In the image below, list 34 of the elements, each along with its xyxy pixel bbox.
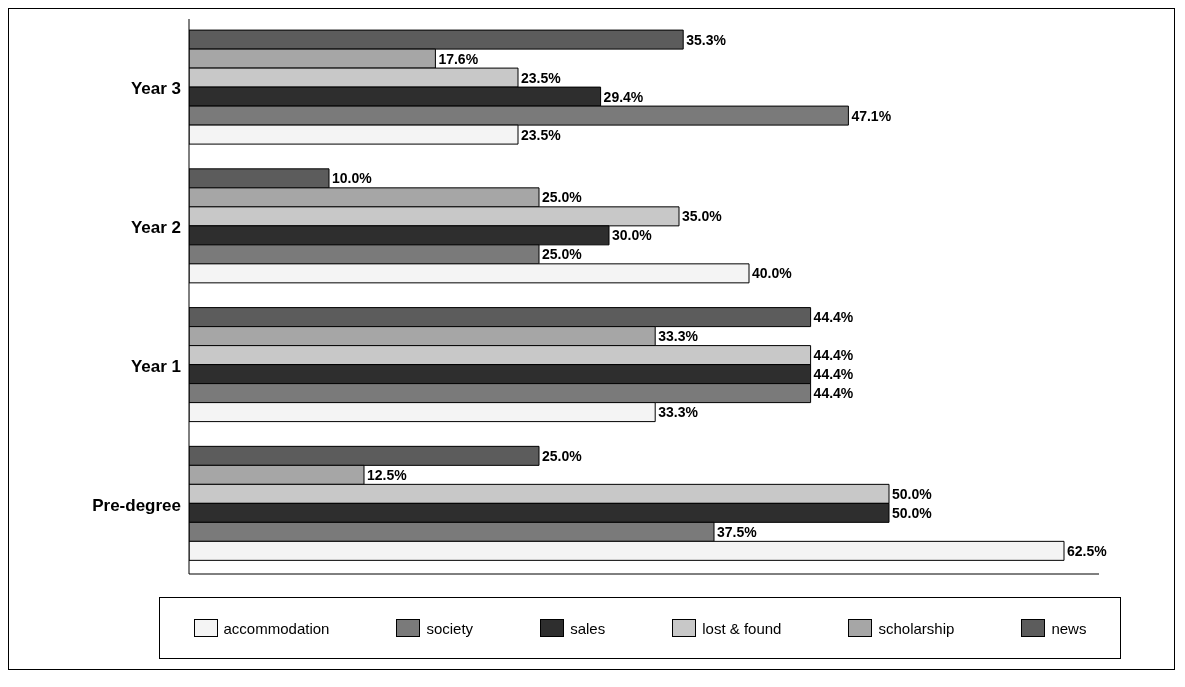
data-label: 37.5%: [717, 523, 758, 540]
legend-label: news: [1050, 619, 1087, 637]
data-label: 25.0%: [542, 447, 583, 464]
data-label: 44.4%: [813, 385, 854, 402]
legend-label: accommodation: [222, 619, 330, 637]
legend-label: scholarship: [877, 619, 955, 637]
data-label: 29.4%: [603, 88, 644, 105]
data-label: 25.0%: [542, 189, 583, 206]
data-label: 12.5%: [367, 466, 408, 483]
data-label: 44.4%: [813, 347, 854, 364]
legend-label: lost & found: [701, 619, 782, 637]
data-label: 10.0%: [332, 170, 373, 187]
data-label: 40.0%: [752, 265, 793, 282]
data-label: 35.3%: [686, 31, 727, 48]
data-label: 23.5%: [521, 126, 562, 143]
data-label: 50.0%: [892, 485, 933, 502]
legend-label: sales: [569, 619, 606, 637]
data-label: 62.5%: [1067, 542, 1108, 559]
data-label: 33.3%: [658, 328, 699, 345]
data-label: 23.5%: [521, 69, 562, 86]
y-tick-label: Pre-degree: [92, 495, 181, 515]
data-label: 35.0%: [682, 208, 723, 225]
data-label: 44.4%: [813, 366, 854, 383]
y-tick-label: Year 2: [130, 218, 181, 238]
data-label: 25.0%: [542, 246, 583, 263]
data-label: 50.0%: [892, 504, 933, 521]
data-label: 47.1%: [851, 107, 892, 124]
legend-label: society: [425, 619, 474, 637]
data-label: 33.3%: [658, 404, 699, 421]
y-tick-label: Year 3: [130, 79, 181, 99]
data-label: 17.6%: [438, 50, 479, 67]
data-label: 44.4%: [813, 309, 854, 326]
y-tick-label: Year 1: [130, 356, 181, 376]
data-label: 30.0%: [612, 227, 653, 244]
